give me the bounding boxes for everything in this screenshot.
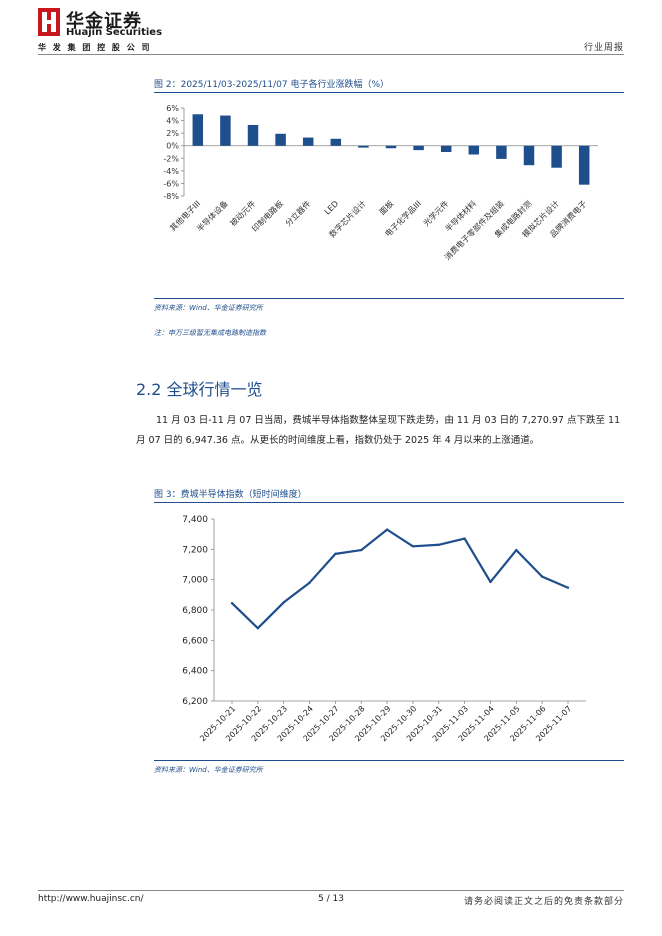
y-tick-label: 6% bbox=[166, 104, 179, 113]
data-point-11 bbox=[489, 580, 492, 584]
data-point-8 bbox=[411, 545, 415, 548]
data-point-3 bbox=[282, 601, 285, 604]
y-tick-label: -8% bbox=[163, 192, 179, 201]
data-point-7 bbox=[385, 528, 389, 531]
y-tick-label: -2% bbox=[163, 154, 179, 163]
bar-5 bbox=[302, 137, 314, 146]
company-logo-icon bbox=[38, 8, 60, 36]
bar-3 bbox=[247, 124, 259, 146]
footer-divider bbox=[38, 890, 624, 891]
logo-name-en: Huajin Securities bbox=[66, 27, 163, 38]
figure3-title: 图 3：费城半导体指数（短时间维度） bbox=[154, 490, 307, 500]
data-point-12 bbox=[515, 548, 518, 552]
bar-1 bbox=[192, 114, 204, 146]
data-point-1 bbox=[230, 601, 234, 605]
y-tick-label: 2% bbox=[166, 129, 179, 138]
y-tick-label: -6% bbox=[163, 179, 179, 188]
bar-11 bbox=[468, 145, 480, 155]
figure2-top-rule bbox=[154, 92, 624, 93]
data-point-2 bbox=[256, 627, 260, 630]
y-tick-label: 6,200 bbox=[182, 697, 208, 707]
figure2-note: 注：申万三级暂无集成电路制造指数 bbox=[154, 329, 266, 337]
y-tick-label: 7,200 bbox=[182, 545, 208, 555]
figure3-bottom-rule bbox=[154, 760, 624, 761]
figure3-line-chart: 7,4007,2007,0006,8006,6006,4006,2002025-… bbox=[182, 515, 586, 743]
bar-7 bbox=[358, 145, 369, 148]
bar-12 bbox=[496, 145, 507, 159]
figure3-source: 资料来源：Wind、华金证券研究所 bbox=[154, 766, 263, 774]
figure2-source: 资料来源：Wind、华金证券研究所 bbox=[154, 304, 263, 312]
x-tick-label: 分立器件 bbox=[283, 198, 313, 228]
y-tick-label: 7,400 bbox=[182, 515, 208, 525]
y-tick-label: 4% bbox=[166, 117, 179, 126]
y-tick-label: 6,600 bbox=[182, 636, 208, 646]
header-divider bbox=[38, 54, 624, 55]
y-tick-label: 6,400 bbox=[182, 667, 208, 677]
bar-4 bbox=[275, 133, 286, 146]
data-point-6 bbox=[360, 548, 363, 552]
figure2-title: 图 2：2025/11/03-2025/11/07 电子各行业涨跌幅（%） bbox=[154, 80, 389, 90]
bar-2 bbox=[220, 115, 231, 146]
bar-8 bbox=[385, 145, 397, 149]
bar-14 bbox=[551, 145, 562, 168]
y-tick-label: -4% bbox=[163, 167, 179, 176]
section-paragraph: 11 月 03 日-11 月 07 日当周，费城半导体指数整体呈现下跌走势，由 … bbox=[136, 415, 621, 446]
bar-10 bbox=[440, 145, 452, 152]
data-point-5 bbox=[334, 552, 337, 556]
logo-name-cn: 华金证券 bbox=[66, 11, 142, 32]
index-line bbox=[231, 528, 569, 630]
logo-subtitle: 华 发 集 团 控 股 公 司 bbox=[38, 43, 152, 52]
bar-6 bbox=[330, 138, 342, 146]
data-point-10 bbox=[463, 537, 466, 540]
y-tick-label: 6,800 bbox=[182, 606, 208, 616]
y-tick-label: 7,000 bbox=[182, 576, 208, 586]
data-point-4 bbox=[308, 581, 311, 584]
footer-disclaimer: 请务必阅读正文之后的免责条款部分 bbox=[463, 897, 624, 907]
footer-url[interactable]: http://www.huajinsc.cn/ bbox=[38, 894, 144, 904]
figure3-top-rule bbox=[154, 502, 624, 503]
data-point-13 bbox=[540, 575, 544, 578]
figure2-bottom-rule bbox=[154, 298, 624, 299]
x-tick-label: 面板 bbox=[377, 198, 395, 216]
y-tick-label: 0% bbox=[166, 142, 179, 151]
page-number: 5 / 13 bbox=[318, 894, 344, 904]
figure2-bar-chart: 6%4%2%0%-2%-4%-6%-8%其他电子III半导体设备被动元件印制电路… bbox=[163, 104, 598, 262]
bar-15 bbox=[578, 145, 590, 185]
data-point-14 bbox=[566, 586, 570, 589]
report-type: 行业周报 bbox=[583, 43, 624, 53]
bar-13 bbox=[523, 145, 535, 166]
section-title: 2.2 全球行情一览 bbox=[136, 380, 263, 399]
data-point-9 bbox=[437, 543, 440, 546]
bar-9 bbox=[413, 145, 424, 151]
x-tick-label: LED bbox=[323, 199, 340, 216]
